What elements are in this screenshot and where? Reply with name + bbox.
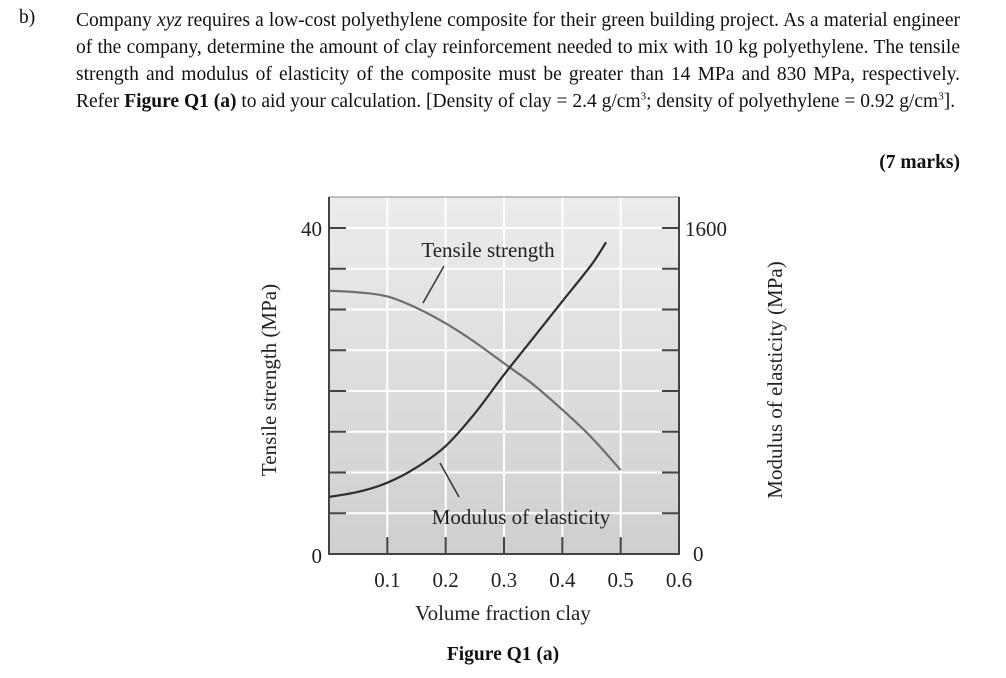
gridlines (329, 197, 679, 554)
y-left-tick-zero: 0 (312, 544, 323, 568)
marks-label: (7 marks) (879, 152, 960, 173)
axis-ticks (329, 227, 679, 554)
question-text-part: ; density of polyethylene = 0.92 g/cm (646, 91, 939, 112)
modulus-leader-line (439, 462, 460, 498)
modulus-annotation: Modulus of elasticity (432, 505, 611, 529)
y-axis-left-label: Tensile strength (MPa) (257, 284, 281, 476)
superscript: 3 (938, 90, 944, 103)
x-tick-labels: 0.1 0.2 0.3 0.4 0.5 0.6 (374, 568, 692, 592)
question-text-part: Company (76, 10, 158, 31)
x-tick-label: 0.4 (549, 568, 576, 592)
figure-caption: Figure Q1 (a) (446, 644, 560, 665)
x-tick-label: 0.5 (608, 568, 634, 592)
question-text-part: ]. (943, 91, 956, 112)
question-text-part: requires a low-cost polyethylene composi… (76, 10, 960, 112)
modulus-curve (328, 241, 608, 499)
superscript: 3 (640, 90, 647, 103)
tensile-strength-annotation: Tensile strength (421, 238, 555, 262)
y-right-tick-top: 1600 (685, 217, 727, 241)
y-axis-right-label: Modulus of elasticity (MPa) (763, 261, 787, 498)
x-tick-label: 0.1 (374, 568, 400, 592)
tensile-leader-line (422, 265, 445, 304)
question-text: Company xyz requires a low-cost polyethy… (76, 7, 960, 115)
figure-reference: Figure Q1 (a) (124, 91, 237, 112)
x-tick-label: 0.2 (433, 568, 459, 592)
question-label: b) (19, 7, 36, 28)
question-text-part: to aid your calculation. [Density of cla… (236, 91, 641, 112)
tensile-strength-curve (328, 289, 622, 471)
y-right-tick-zero: 0 (693, 542, 704, 566)
y-left-tick-top: 40 (301, 217, 322, 241)
x-tick-label: 0.6 (666, 568, 692, 592)
x-tick-label: 0.3 (491, 568, 517, 592)
x-axis-label: Volume fraction clay (415, 601, 591, 625)
company-name: xyz (157, 10, 182, 31)
